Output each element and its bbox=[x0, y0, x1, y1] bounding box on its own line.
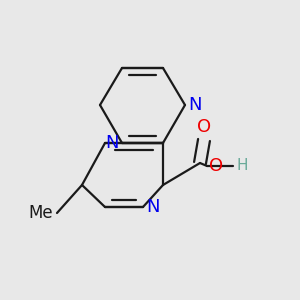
Text: N: N bbox=[106, 134, 119, 152]
Text: N: N bbox=[146, 198, 160, 216]
Text: O: O bbox=[209, 157, 224, 175]
Text: N: N bbox=[188, 96, 202, 114]
Text: H: H bbox=[237, 158, 248, 173]
Text: O: O bbox=[197, 118, 211, 136]
Text: Me: Me bbox=[28, 204, 52, 222]
